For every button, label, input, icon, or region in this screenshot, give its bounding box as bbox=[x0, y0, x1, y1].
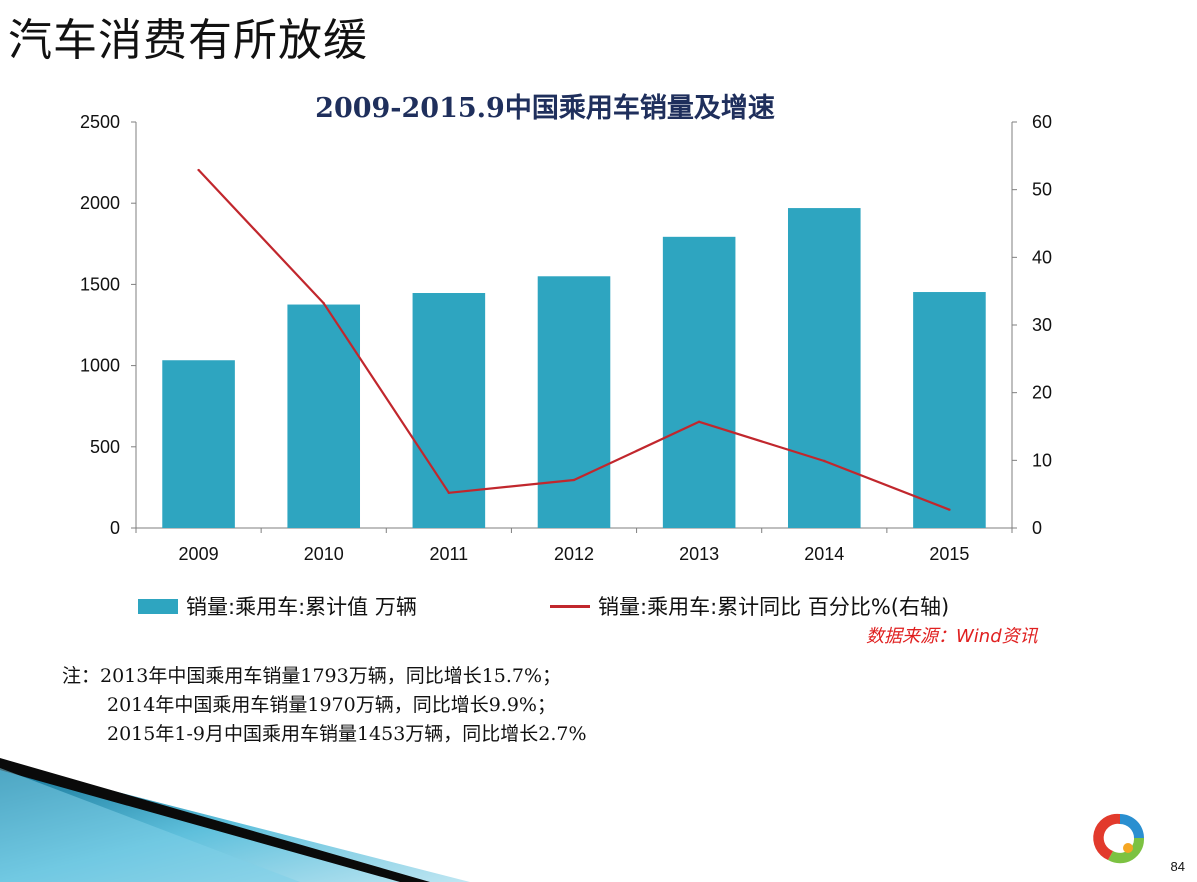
legend-item-growth: 销量:乘用车:累计同比 百分比%(右轴) bbox=[550, 590, 949, 622]
y-right-tick-label: 30 bbox=[1032, 315, 1052, 335]
point-growth-2014 bbox=[823, 459, 826, 463]
sales-growth-chart: 0 500 1000 1500 2000 2500 0 10 20 30 40 50 60 2009 201… bbox=[80, 112, 1052, 564]
bar-sales-2010 bbox=[287, 304, 361, 528]
bar-sales-2012 bbox=[537, 276, 611, 528]
y-left-tick-label: 500 bbox=[90, 437, 120, 457]
note-line: 2015年1-9月中国乘用车销量1453万辆，同比增长2.7% bbox=[107, 723, 587, 745]
note-line: 注：2013年中国乘用车销量1793万辆，同比增长15.7%； bbox=[62, 665, 562, 687]
legend-item-sales: 销量:乘用车:累计值 万辆 bbox=[138, 590, 417, 622]
point-growth-2010 bbox=[322, 302, 325, 305]
y-left-tick-label: 2500 bbox=[80, 112, 120, 132]
x-tick-label: 2014 bbox=[804, 544, 844, 564]
notes-block: 注：2013年中国乘用车销量1793万辆，同比增长15.7%； 2014年中国乘… bbox=[62, 662, 587, 749]
point-growth-2011 bbox=[447, 491, 451, 495]
x-tick-label: 2011 bbox=[429, 544, 468, 564]
y-left-tick-label: 2000 bbox=[80, 193, 120, 213]
y-right-tick-label: 10 bbox=[1032, 450, 1052, 470]
legend-swatch-line bbox=[550, 604, 590, 608]
x-tick-label: 2010 bbox=[304, 544, 344, 564]
x-tick-label: 2009 bbox=[179, 544, 219, 564]
note-line: 2014年中国乘用车销量1970万辆，同比增长9.9%； bbox=[107, 694, 556, 716]
page-number: 84 bbox=[1170, 859, 1185, 874]
bar-sales-2015 bbox=[913, 292, 986, 528]
legend-label-sales: 销量:乘用车:累计值 万辆 bbox=[186, 595, 417, 619]
y-left-tick-label: 1000 bbox=[80, 356, 120, 376]
point-growth-2013 bbox=[697, 420, 701, 423]
bar-sales-2013 bbox=[662, 236, 736, 528]
bar-sales-2011 bbox=[412, 293, 486, 528]
x-tick-label: 2015 bbox=[929, 544, 969, 564]
legend-label-growth: 销量:乘用车:累计同比 百分比%(右轴) bbox=[598, 595, 950, 619]
y-right-tick-label: 60 bbox=[1032, 112, 1052, 132]
point-growth-2015 bbox=[948, 508, 951, 511]
slide-title: 汽车消费有所放缓 bbox=[8, 15, 368, 66]
decorative-swoosh bbox=[0, 758, 470, 882]
y-right-tick-label: 50 bbox=[1032, 180, 1052, 200]
y-left-tick-label: 1500 bbox=[80, 274, 120, 294]
y-right-tick-label: 0 bbox=[1032, 518, 1042, 538]
x-tick-label: 2013 bbox=[679, 544, 719, 564]
point-growth-2012 bbox=[572, 478, 576, 482]
x-tick-label: 2012 bbox=[554, 544, 594, 564]
data-source-note: 数据来源：Wind资讯 bbox=[866, 626, 1038, 647]
company-logo bbox=[1093, 813, 1145, 864]
bar-sales-2009 bbox=[162, 360, 235, 528]
y-right-tick-label: 40 bbox=[1032, 247, 1052, 267]
y-left-tick-label: 0 bbox=[110, 518, 120, 538]
chart-title: 2009-2015.9中国乘用车销量及增速 bbox=[315, 93, 775, 124]
y-right-tick-label: 20 bbox=[1032, 383, 1052, 403]
legend-swatch-bar bbox=[138, 598, 178, 614]
bar-sales-2014 bbox=[787, 208, 861, 528]
point-growth-2009 bbox=[197, 168, 200, 172]
